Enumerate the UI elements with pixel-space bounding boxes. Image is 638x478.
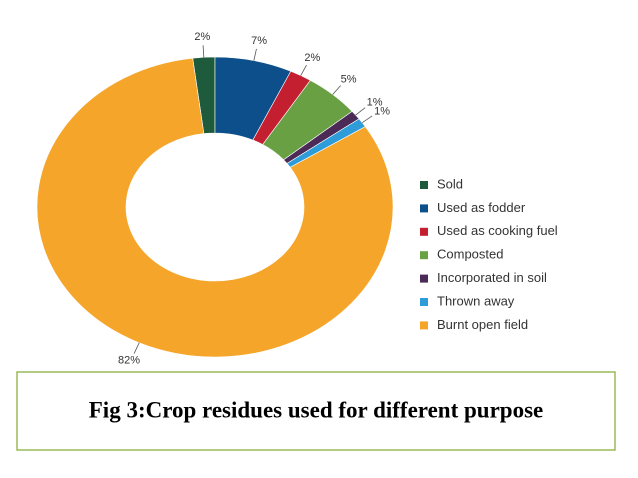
- legend-swatch: [420, 204, 428, 213]
- data-label: 1%: [374, 105, 390, 117]
- legend-swatch: [420, 274, 428, 283]
- leader-line: [300, 64, 307, 76]
- leader-line: [332, 85, 341, 95]
- leader-line: [361, 115, 373, 124]
- data-label: 5%: [341, 73, 357, 85]
- legend-label: Sold: [437, 176, 463, 191]
- pie-slice: [36, 57, 394, 358]
- data-label: 7%: [251, 35, 267, 47]
- legend-label: Burnt open field: [437, 317, 528, 332]
- leader-line: [133, 342, 140, 354]
- leader-line: [355, 107, 366, 116]
- data-label: 2%: [304, 52, 320, 64]
- legend-label: Composted: [437, 247, 503, 262]
- data-label: 82%: [118, 355, 140, 367]
- leader-line: [202, 45, 205, 58]
- data-label: 2%: [194, 31, 210, 43]
- legend-swatch: [420, 227, 428, 236]
- caption-box: [16, 371, 616, 451]
- legend-label: Used as fodder: [437, 200, 526, 215]
- legend-swatch: [420, 298, 428, 306]
- legend-label: Used as cooking fuel: [437, 223, 558, 238]
- leader-line: [253, 48, 257, 61]
- legend-swatch: [420, 321, 428, 330]
- legend-swatch: [420, 181, 428, 189]
- legend-label: Thrown away: [437, 293, 515, 308]
- data-label: 1%: [367, 97, 383, 109]
- legend-swatch: [420, 251, 428, 260]
- chart-title: Fig 3:Crop residues used for different p…: [89, 397, 543, 422]
- legend-label: Incorporated in soil: [437, 270, 547, 285]
